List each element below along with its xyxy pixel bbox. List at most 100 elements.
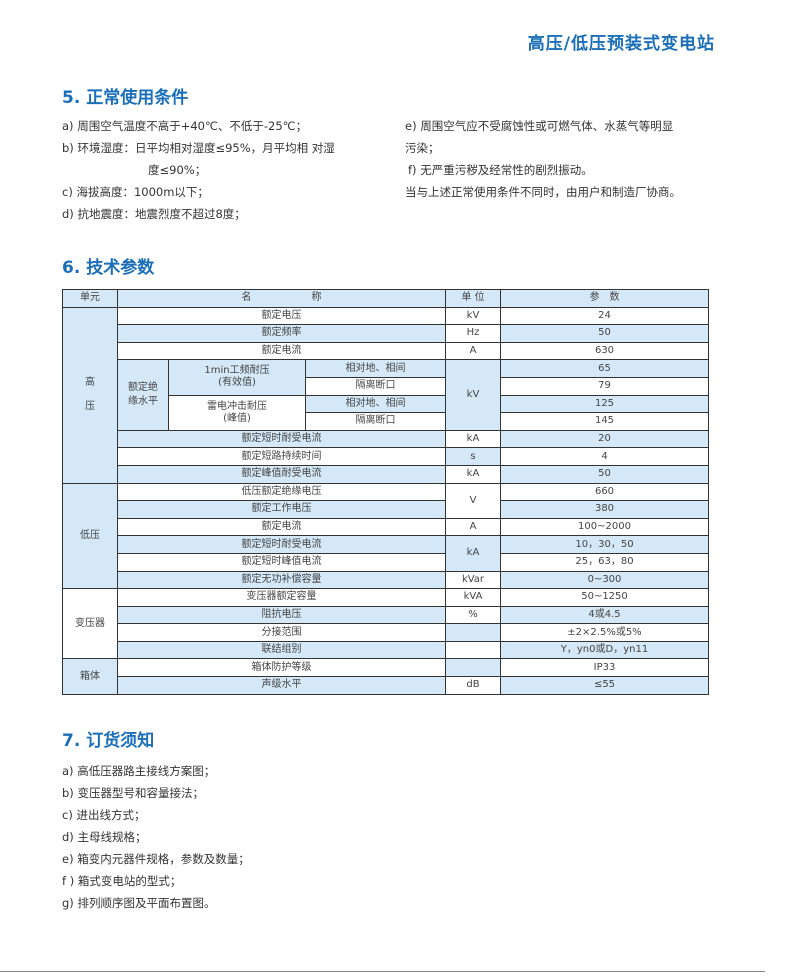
condition-d: d) 抗地震度：地震烈度不超过8度； [62, 207, 246, 221]
table-row: 额定短时耐受电流 kA 20 [63, 429, 709, 449]
param-name: 额定电流 [117, 341, 446, 361]
param-unit [445, 658, 501, 678]
param-value: 50 [500, 464, 709, 484]
unit-enclosure: 箱体 [62, 658, 118, 695]
param-value: ≤55 [500, 676, 709, 695]
table-row: 额定峰值耐受电流 kA 50 [63, 464, 709, 484]
param-unit: % [445, 605, 501, 625]
param-unit: A [445, 517, 501, 537]
header-cell: 单 位 [445, 289, 501, 308]
table-row: 雷电冲击耐压 (峰值) 相对地、相间 125 [63, 394, 709, 431]
param-value: 4 [500, 447, 709, 466]
conditions-left: a) 周围空气温度不高于+40℃、不低于-25℃； b) 环境湿度：日平均相对湿… [62, 115, 335, 225]
condition-b-cont: 度≤90%； [148, 163, 207, 177]
param-unit: Hz [445, 324, 501, 343]
param-unit: kVA [445, 588, 501, 607]
param-name: 分接范围 [117, 623, 446, 642]
condition-a: a) 周围空气温度不高于+40℃、不低于-25℃； [62, 119, 308, 133]
param-value: 20 [500, 429, 709, 449]
table-row: 声级水平 dB ≤55 [63, 676, 709, 695]
param-name: 变压器额定容量 [117, 588, 446, 607]
condition-c: c) 海拔高度：1000m以下； [62, 185, 209, 199]
param-value: 125 [500, 394, 709, 414]
header-cell: 名 称 [117, 289, 446, 308]
table-row: 箱体 箱体防护等级 IP33 [62, 658, 709, 695]
param-name: 相对地、相间 [305, 359, 446, 378]
section-5-heading: 5. 正常使用条件 [62, 88, 189, 108]
param-name: 额定峰值耐受电流 [117, 464, 446, 484]
param-value: ±2×2.5%或5% [500, 623, 709, 642]
table-row: 变压器 变压器额定容量 kVA 50~1250 [62, 588, 709, 660]
table-row: 额定短时峰值电流 25，63，80 [63, 552, 709, 572]
param-name: 额定短时耐受电流 [117, 535, 446, 554]
param-name: 额定频率 [117, 324, 446, 343]
order-item: d) 主母线规格； [62, 830, 147, 844]
section-7-heading: 7. 订货须知 [62, 731, 155, 751]
power-freq-text: 1min工频耐压 [204, 365, 270, 377]
table-row: 额定电流 A 100~2000 [63, 517, 709, 537]
param-name: 额定电流 [117, 517, 446, 537]
table-row: 额定短路持续时间 s 4 [63, 447, 709, 466]
param-name: 额定无功补偿容量 [117, 570, 446, 590]
header-cell: 参 数 [500, 289, 709, 308]
param-unit [445, 640, 501, 660]
header-cell: 单元 [62, 289, 118, 308]
order-item: g) 排列顺序图及平面布置图。 [62, 896, 216, 910]
param-value: 10，30，50 [500, 535, 709, 554]
order-notes: a) 高低压器路主接线方案图； b) 变压器型号和容量接法； c) 进出线方式；… [62, 760, 250, 914]
conditions-right: e) 周围空气应不受腐蚀性或可燃气体、水蒸气等明显 污染； f) 无严重污秽及经… [405, 115, 681, 203]
condition-note: 当与上述正常使用条件不同时，由用户和制造厂协商。 [405, 185, 681, 199]
param-value: 100~2000 [500, 517, 709, 537]
unit-hv: 高 压 [62, 306, 118, 484]
order-item: f ) 箱式变电站的型式； [62, 874, 182, 888]
order-item: a) 高低压器路主接线方案图； [62, 764, 216, 778]
param-unit: kA [445, 464, 501, 484]
param-name: 隔离断口 [305, 376, 446, 396]
lightning-text: 雷电冲击耐压 [207, 400, 267, 412]
footer-divider [0, 971, 765, 972]
table-row: 高 压额定电压 kV 24 [62, 306, 709, 484]
param-name: 箱体防护等级 [117, 658, 446, 678]
param-name: 隔离断口 [305, 412, 446, 431]
param-value: 630 [500, 341, 709, 361]
param-value: 660 [500, 482, 709, 502]
table-header: 单元名 称单 位参 数 [62, 289, 709, 308]
param-unit: kVar [445, 570, 501, 590]
section-6-heading: 6. 技术参数 [62, 258, 155, 278]
param-value: Y，yn0或D，yn11 [500, 640, 709, 660]
param-unit: kA [445, 535, 501, 572]
power-freq-label: 1min工频耐压 (有效值) [168, 359, 306, 396]
condition-b: b) 环境湿度：日平均相对湿度≤95%，月平均相 对湿 [62, 141, 335, 155]
param-name: 相对地、相间 [305, 394, 446, 414]
param-unit: A [445, 341, 501, 361]
param-name: 低压额定绝缘电压 [117, 482, 446, 502]
order-item: b) 变压器型号和容量接法； [62, 786, 204, 800]
param-unit: dB [445, 676, 501, 695]
param-value: IP33 [500, 658, 709, 678]
param-name: 声级水平 [117, 676, 446, 695]
table-row: 额定无功补偿容量 kVar 0~300 [63, 570, 709, 590]
param-value: 79 [500, 376, 709, 396]
table-row: 额定短时耐受电流 kA 10，30，50 [63, 535, 709, 572]
condition-e-cont: 污染； [405, 141, 440, 155]
insulation-level-label: 额定绝缘水平 [117, 359, 169, 431]
param-value: 4或4.5 [500, 605, 709, 625]
param-name: 联结组别 [117, 640, 446, 660]
param-name: 额定短时峰值电流 [117, 552, 446, 572]
power-freq-sub: (有效值) [218, 377, 256, 389]
unit-transformer: 变压器 [62, 588, 118, 660]
param-name: 额定工作电压 [117, 500, 446, 519]
param-value: 145 [500, 412, 709, 431]
table-row: 额定工作电压 380 [63, 500, 709, 519]
param-value: 0~300 [500, 570, 709, 590]
param-value: 380 [500, 500, 709, 519]
table-row: 额定电流 A 630 [63, 341, 709, 361]
param-unit: kA [445, 429, 501, 449]
param-unit: s [445, 447, 501, 466]
param-unit [445, 623, 501, 642]
param-value: 50~1250 [500, 588, 709, 607]
param-name: 额定电压 [117, 306, 446, 326]
param-value: 65 [500, 359, 709, 378]
param-value: 25，63，80 [500, 552, 709, 572]
